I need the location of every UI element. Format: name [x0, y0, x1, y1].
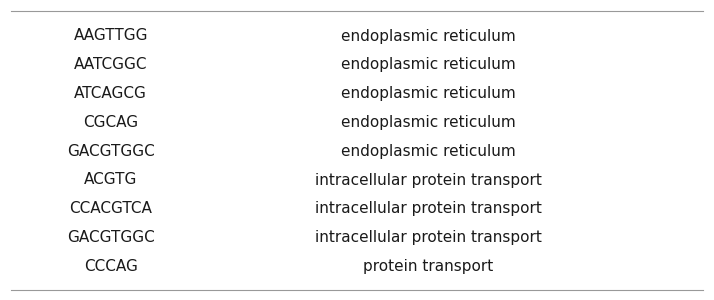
Text: endoplasmic reticulum: endoplasmic reticulum [341, 144, 516, 159]
Text: endoplasmic reticulum: endoplasmic reticulum [341, 57, 516, 72]
Text: CGCAG: CGCAG [83, 115, 139, 130]
Text: intracellular protein transport: intracellular protein transport [315, 172, 542, 188]
Text: ATCAGCG: ATCAGCG [74, 86, 147, 101]
Text: protein transport: protein transport [363, 259, 493, 274]
Text: intracellular protein transport: intracellular protein transport [315, 201, 542, 216]
Text: GACGTGGC: GACGTGGC [67, 144, 154, 159]
Text: endoplasmic reticulum: endoplasmic reticulum [341, 115, 516, 130]
Text: ACGTG: ACGTG [84, 172, 137, 188]
Text: AATCGGC: AATCGGC [74, 57, 147, 72]
Text: intracellular protein transport: intracellular protein transport [315, 230, 542, 245]
Text: GACGTGGC: GACGTGGC [67, 230, 154, 245]
Text: endoplasmic reticulum: endoplasmic reticulum [341, 28, 516, 44]
Text: AAGTTGG: AAGTTGG [74, 28, 148, 44]
Text: CCCAG: CCCAG [84, 259, 138, 274]
Text: CCACGTCA: CCACGTCA [69, 201, 152, 216]
Text: endoplasmic reticulum: endoplasmic reticulum [341, 86, 516, 101]
